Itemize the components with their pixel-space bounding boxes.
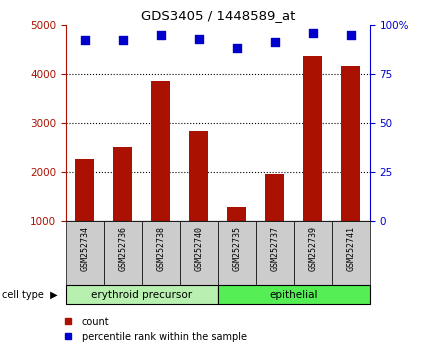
Bar: [66, 285, 218, 304]
Bar: [256, 221, 294, 285]
Title: GDS3405 / 1448589_at: GDS3405 / 1448589_at: [141, 9, 295, 22]
Bar: [66, 221, 104, 285]
Bar: [75, 159, 94, 221]
Text: GSM252736: GSM252736: [118, 226, 127, 272]
Point: [196, 36, 202, 41]
Point: [347, 32, 354, 38]
Text: GSM252735: GSM252735: [232, 226, 241, 272]
Legend: count, percentile rank within the sample: count, percentile rank within the sample: [54, 313, 251, 346]
Text: GSM252739: GSM252739: [308, 226, 317, 272]
Point: [272, 40, 278, 45]
Point: [157, 32, 164, 38]
Bar: [151, 81, 170, 221]
Point: [233, 46, 240, 51]
Bar: [227, 207, 246, 221]
Text: GSM252741: GSM252741: [346, 226, 355, 272]
Bar: [104, 221, 142, 285]
Point: [82, 38, 88, 43]
Text: erythroid precursor: erythroid precursor: [91, 290, 193, 300]
Bar: [332, 221, 370, 285]
Bar: [113, 147, 132, 221]
Text: epithelial: epithelial: [269, 290, 318, 300]
Bar: [180, 221, 218, 285]
Bar: [218, 221, 256, 285]
Bar: [265, 174, 284, 221]
Bar: [142, 221, 180, 285]
Text: cell type  ▶: cell type ▶: [2, 290, 58, 299]
Bar: [189, 131, 208, 221]
Text: GSM252738: GSM252738: [156, 226, 165, 272]
Bar: [294, 221, 332, 285]
Bar: [218, 285, 370, 304]
Point: [119, 38, 126, 43]
Point: [309, 30, 316, 35]
Text: GSM252737: GSM252737: [270, 226, 279, 272]
Bar: [303, 56, 322, 221]
Bar: [341, 66, 360, 221]
Text: GSM252740: GSM252740: [194, 226, 203, 272]
Text: GSM252734: GSM252734: [80, 226, 89, 272]
